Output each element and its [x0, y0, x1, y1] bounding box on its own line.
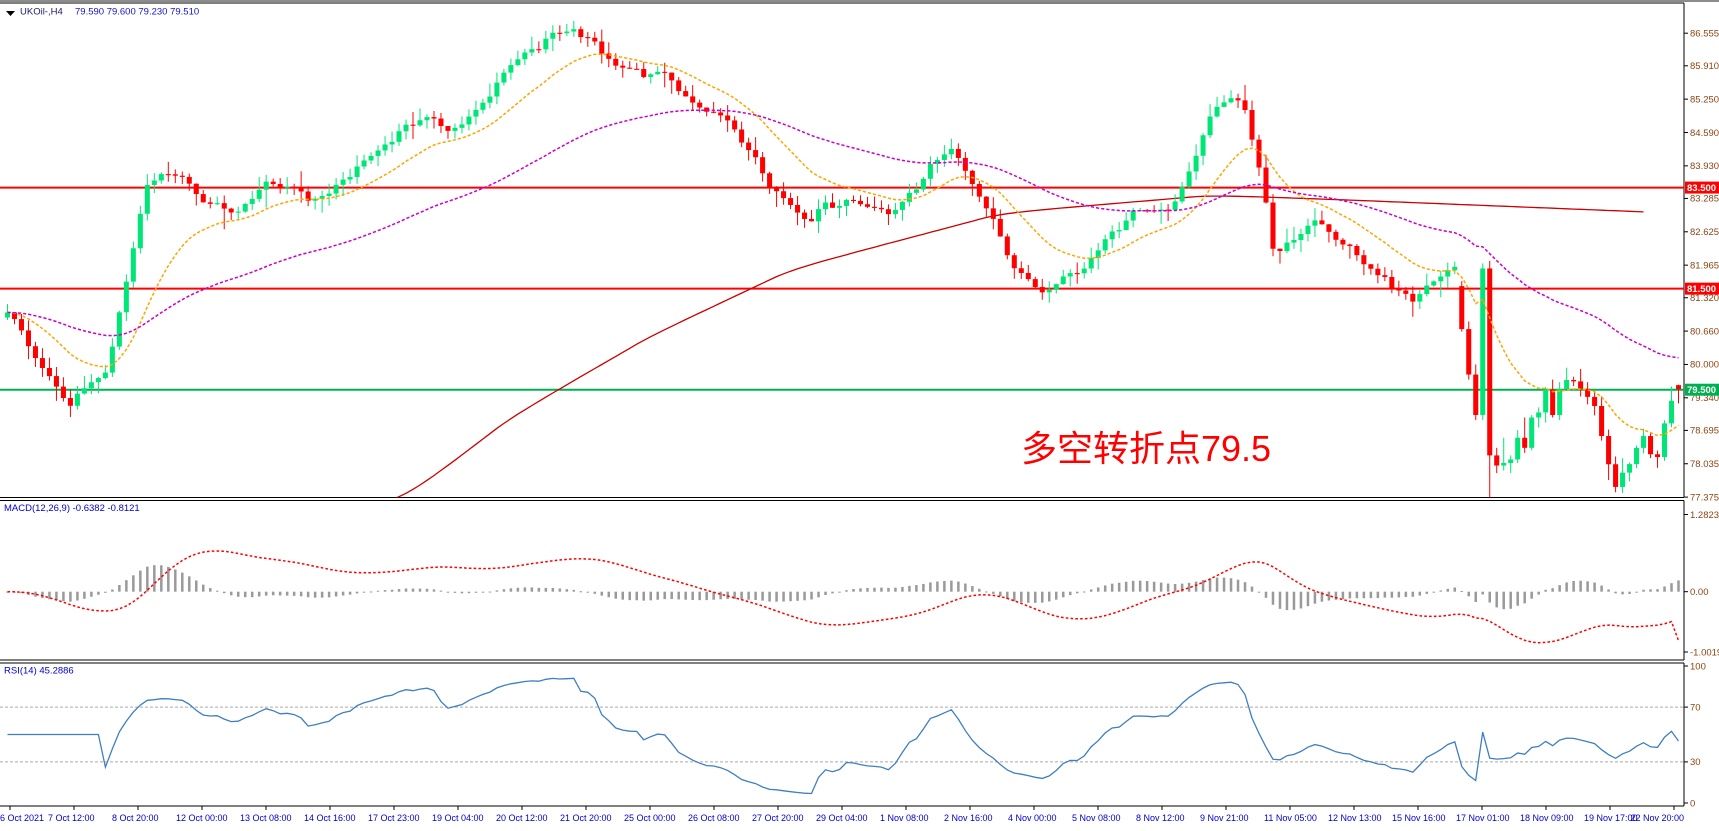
svg-text:12 Oct 00:00: 12 Oct 00:00 [176, 813, 228, 823]
svg-text:22 Nov 20:00: 22 Nov 20:00 [1630, 813, 1684, 823]
svg-text:25 Oct 00:00: 25 Oct 00:00 [624, 813, 676, 823]
svg-text:17 Nov 01:00: 17 Nov 01:00 [1456, 813, 1510, 823]
svg-text:85.250: 85.250 [1690, 94, 1719, 105]
svg-text:19 Oct 04:00: 19 Oct 04:00 [432, 813, 484, 823]
svg-text:5 Nov 08:00: 5 Nov 08:00 [1072, 813, 1121, 823]
svg-text:77.375: 77.375 [1690, 492, 1719, 503]
svg-text:8 Oct 20:00: 8 Oct 20:00 [112, 813, 159, 823]
svg-text:79.500: 79.500 [1687, 385, 1716, 396]
svg-text:RSI(14) 45.2886: RSI(14) 45.2886 [4, 666, 74, 677]
svg-text:80.000: 80.000 [1690, 360, 1719, 371]
svg-text:1.2823: 1.2823 [1690, 510, 1719, 521]
svg-text:30: 30 [1690, 757, 1701, 768]
svg-text:UKOil-,H4: UKOil-,H4 [20, 7, 63, 18]
svg-text:14 Oct 16:00: 14 Oct 16:00 [304, 813, 356, 823]
svg-text:4 Nov 00:00: 4 Nov 00:00 [1008, 813, 1057, 823]
svg-text:83.500: 83.500 [1687, 183, 1716, 194]
svg-text:81.500: 81.500 [1687, 284, 1716, 295]
svg-text:26 Oct 08:00: 26 Oct 08:00 [688, 813, 740, 823]
svg-text:83.930: 83.930 [1690, 161, 1719, 172]
svg-text:0: 0 [1690, 798, 1695, 809]
svg-text:83.285: 83.285 [1690, 194, 1719, 205]
svg-text:多空转折点79.5: 多空转折点79.5 [1021, 428, 1271, 469]
svg-text:0.00: 0.00 [1690, 587, 1709, 598]
svg-text:82.625: 82.625 [1690, 227, 1719, 238]
svg-text:13 Oct 08:00: 13 Oct 08:00 [240, 813, 292, 823]
svg-text:27 Oct 20:00: 27 Oct 20:00 [752, 813, 804, 823]
svg-text:20 Oct 12:00: 20 Oct 12:00 [496, 813, 548, 823]
svg-text:MACD(12,26,9) -0.6382 -0.8121: MACD(12,26,9) -0.6382 -0.8121 [4, 503, 140, 514]
svg-text:85.910: 85.910 [1690, 61, 1719, 72]
svg-text:78.695: 78.695 [1690, 426, 1719, 437]
svg-text:2 Nov 16:00: 2 Nov 16:00 [944, 813, 993, 823]
svg-text:12 Nov 13:00: 12 Nov 13:00 [1328, 813, 1382, 823]
svg-text:79.590 79.600 79.230 79.510: 79.590 79.600 79.230 79.510 [75, 7, 199, 18]
svg-text:86.555: 86.555 [1690, 29, 1719, 40]
svg-text:8 Nov 12:00: 8 Nov 12:00 [1136, 813, 1185, 823]
svg-text:11 Nov 05:00: 11 Nov 05:00 [1264, 813, 1317, 823]
svg-text:70: 70 [1690, 702, 1701, 713]
svg-text:6 Oct 2021: 6 Oct 2021 [0, 813, 44, 823]
svg-text:84.590: 84.590 [1690, 128, 1719, 139]
svg-text:78.035: 78.035 [1690, 459, 1719, 470]
svg-text:80.660: 80.660 [1690, 326, 1719, 337]
svg-text:15 Nov 16:00: 15 Nov 16:00 [1392, 813, 1446, 823]
svg-text:100: 100 [1690, 661, 1706, 672]
svg-text:1 Nov 08:00: 1 Nov 08:00 [880, 813, 929, 823]
svg-text:21 Oct 20:00: 21 Oct 20:00 [560, 813, 612, 823]
svg-text:29 Oct 04:00: 29 Oct 04:00 [816, 813, 868, 823]
svg-text:17 Oct 23:00: 17 Oct 23:00 [368, 813, 420, 823]
svg-text:9 Nov 21:00: 9 Nov 21:00 [1200, 813, 1249, 823]
svg-text:7 Oct 12:00: 7 Oct 12:00 [48, 813, 95, 823]
svg-text:18 Nov 09:00: 18 Nov 09:00 [1520, 813, 1574, 823]
svg-text:81.965: 81.965 [1690, 260, 1719, 271]
